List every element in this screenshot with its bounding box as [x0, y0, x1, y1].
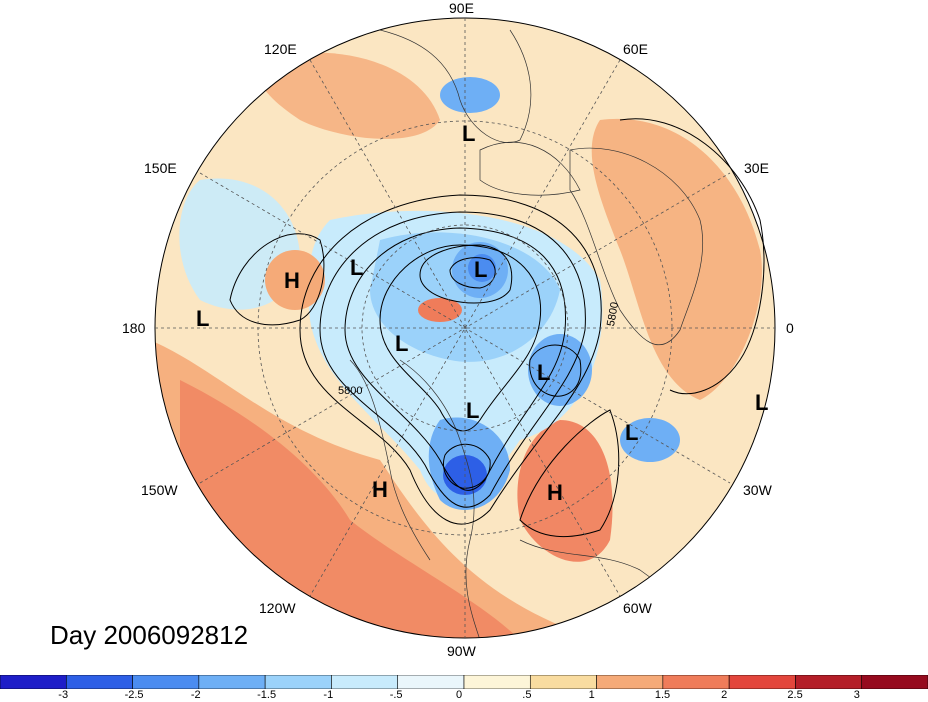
- colorbar-cell: [728, 675, 796, 689]
- colorbar-cell: [132, 675, 200, 689]
- warm-anomaly-region: [517, 420, 613, 562]
- colorbar: [0, 675, 928, 689]
- colorbar-cell: [65, 675, 133, 689]
- contour-label: 5800: [605, 301, 621, 327]
- colorbar-cell: [463, 675, 531, 689]
- colorbar-tick-label: -.5: [389, 689, 403, 701]
- colorbar-cell: [0, 675, 67, 689]
- colorbar-cell: [198, 675, 266, 689]
- high-pressure-label: H: [284, 268, 300, 293]
- colorbar-cell: [529, 675, 597, 689]
- lon-label-90w: 90W: [447, 643, 476, 659]
- cold-anomaly-core: [440, 77, 500, 113]
- warm-anomaly-region: [418, 298, 462, 322]
- coastline: [349, 359, 431, 561]
- pressure-system-labels: H H H L L L L L L L L L: [196, 121, 768, 505]
- colorbar-tick-label: 3: [853, 689, 860, 701]
- warm-anomaly-region: [591, 118, 762, 401]
- colorbar-tick-label: 2.5: [787, 689, 803, 701]
- low-pressure-label: L: [625, 420, 638, 445]
- colorbar-tick-label: -1.5: [257, 689, 277, 701]
- warm-anomaly-region: [265, 250, 325, 310]
- low-pressure-label: L: [395, 331, 408, 356]
- cold-anomaly-core: [528, 334, 592, 406]
- lon-label-180: 180: [122, 320, 146, 336]
- colorbar-tick-label: -3: [58, 689, 69, 701]
- map-title: Day 2006092812: [50, 620, 249, 650]
- height-contours: [229, 118, 765, 538]
- low-pressure-label: L: [350, 255, 363, 280]
- colorbar-cell: [264, 675, 332, 689]
- colorbar-cell: [795, 675, 863, 689]
- cold-anomaly-core: [468, 254, 496, 282]
- colorbar-tick-label: 2: [721, 689, 728, 701]
- coastline: [379, 29, 532, 143]
- low-pressure-label: L: [462, 121, 475, 146]
- colorbar-tick-label: -2: [190, 689, 201, 701]
- colorbar-cell: [861, 675, 928, 689]
- low-pressure-label: L: [755, 390, 768, 415]
- high-pressure-label: H: [547, 480, 563, 505]
- low-pressure-label: L: [474, 257, 487, 282]
- low-pressure-label: L: [196, 306, 209, 331]
- lon-label-60w: 60W: [623, 600, 652, 616]
- colorbar-tick-label: 1.5: [654, 689, 671, 701]
- lon-label-30w: 30W: [743, 482, 772, 498]
- lon-label-150e: 150E: [144, 160, 177, 176]
- low-pressure-label: L: [466, 398, 479, 423]
- lon-label-30e: 30E: [744, 160, 769, 176]
- high-pressure-label: H: [372, 477, 388, 502]
- colorbar-cell: [596, 675, 664, 689]
- colorbar-tick-label: -2.5: [124, 689, 144, 701]
- colorbar-tick-label: 1: [588, 689, 595, 701]
- lon-label-120e: 120E: [264, 41, 297, 57]
- coastline: [479, 141, 581, 196]
- low-pressure-label: L: [537, 360, 550, 385]
- lon-label-150w: 150W: [141, 482, 178, 498]
- colorbar-cell: [331, 675, 399, 689]
- lon-label-90e: 90E: [449, 0, 474, 16]
- colorbar-tick-label: 0: [456, 689, 463, 701]
- colorbar-tick-label: .5: [522, 689, 532, 701]
- colorbar-tick-label: -1: [323, 689, 334, 701]
- graticule: [155, 18, 775, 638]
- lon-label-60e: 60E: [623, 41, 648, 57]
- warm-anomaly-region: [257, 52, 440, 139]
- cold-anomaly-core: [620, 418, 680, 462]
- contour-label: 5800: [338, 385, 362, 397]
- lon-label-120w: 120W: [259, 600, 296, 616]
- colorbar-cell: [662, 675, 730, 689]
- cold-anomaly-region: [370, 232, 560, 362]
- coastline: [399, 359, 481, 638]
- coastline: [569, 147, 704, 346]
- colorbar-cell: [397, 675, 465, 689]
- lon-label-0: 0: [786, 320, 794, 336]
